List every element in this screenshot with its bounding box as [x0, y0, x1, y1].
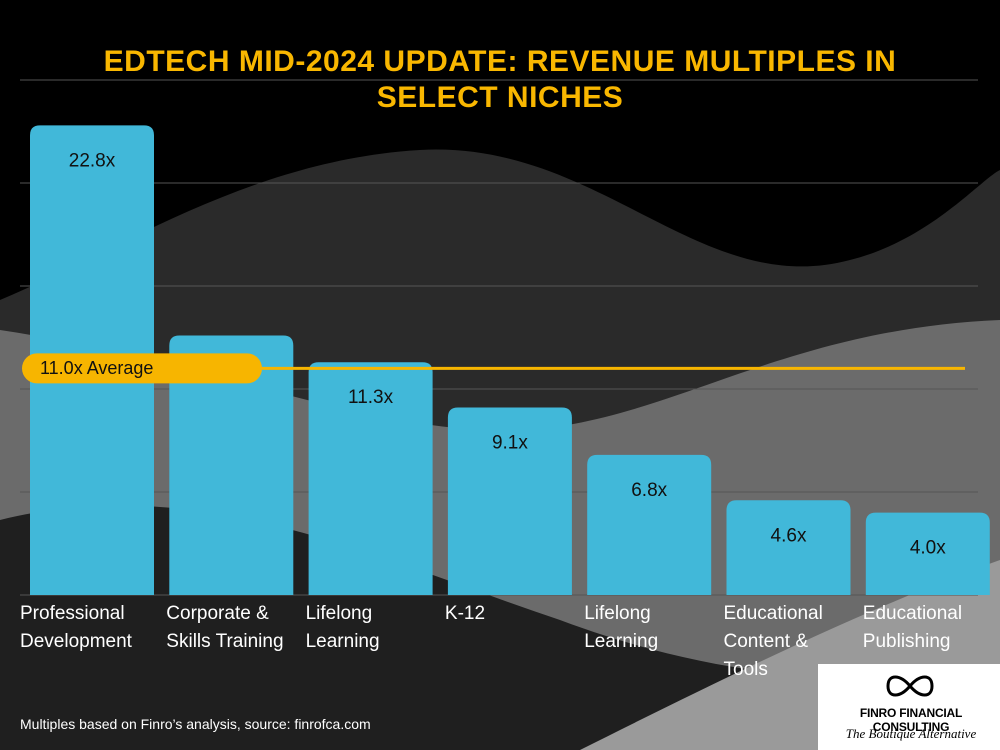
value-label: 6.8x: [631, 480, 667, 501]
bar: [447, 407, 572, 595]
average-label: 11.0x Average: [40, 358, 153, 378]
x-tick-label: Educational Content & Tools: [723, 603, 823, 680]
brand-tagline: The Boutique Alternative: [845, 726, 977, 741]
brand-name: FINRO FINANCIAL CONSULTING: [859, 706, 963, 734]
bar: [865, 512, 990, 595]
x-tick-label: Professional Development: [20, 603, 132, 652]
x-tick-label: Lifelong Learning: [584, 603, 659, 652]
value-label: 4.0x: [910, 538, 946, 559]
value-label: 22.8x: [69, 150, 116, 171]
x-tick-label: Educational Publishing: [862, 603, 963, 652]
bar: [587, 454, 712, 595]
bar: [308, 362, 433, 595]
x-tick-label: Corporate & Skills Training: [166, 603, 284, 652]
bar: [726, 500, 851, 595]
x-tick-label: Lifelong Learning: [305, 603, 380, 652]
bar: [169, 335, 294, 595]
value-label: 4.6x: [771, 525, 807, 546]
value-label: 9.1x: [492, 433, 528, 454]
brand-panel: [818, 664, 1000, 750]
chart-title: EDTECH MID-2024 UPDATE: REVENUE MULTIPLE…: [103, 45, 897, 114]
average-pill: [22, 353, 262, 384]
x-tick-label: K-12: [444, 603, 486, 624]
footnote: Multiples based on Finro’s analysis, sou…: [20, 716, 371, 732]
brand-logo: [886, 675, 934, 697]
value-label: 11.3x: [348, 387, 394, 408]
